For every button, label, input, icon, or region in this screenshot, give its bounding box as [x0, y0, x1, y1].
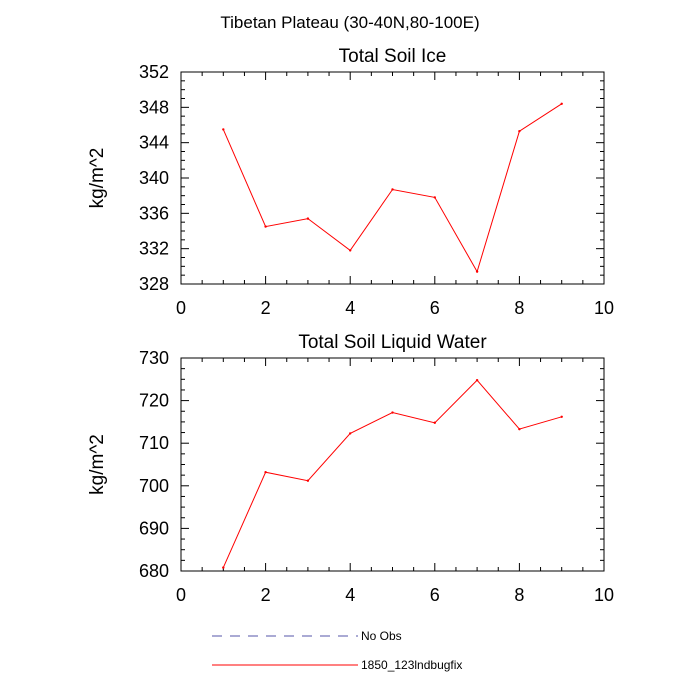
y-tick-label: 328	[139, 274, 169, 294]
x-tick-label: 10	[594, 298, 614, 318]
legend-label: 1850_123lndbugfix	[361, 658, 462, 672]
data-point	[222, 566, 225, 569]
y-tick-label: 336	[139, 203, 169, 223]
chart-panel-1: Total Soil Ice 0 2 4 6 8 10 328 332 336 340 344 348 3…	[87, 46, 614, 318]
data-point	[306, 479, 310, 482]
x-tick-label: 6	[430, 298, 440, 318]
x-tick-label: 4	[345, 298, 355, 318]
chart-panel-2: Total Soil Liquid Water 0 2 4 6 8 10 680 690 700 7…	[87, 332, 614, 605]
data-point	[391, 411, 394, 414]
x-tick-label: 10	[594, 585, 614, 605]
y-tick-label: 340	[139, 168, 169, 188]
panel-title: Total Soil Liquid Water	[298, 332, 487, 353]
data-point	[433, 421, 436, 424]
x-tick-label: 0	[176, 585, 186, 605]
chart-legend: No Obs 1850_123lndbugfix	[212, 629, 462, 672]
series-line	[222, 379, 562, 568]
y-tick-label: 720	[139, 391, 169, 411]
y-tick-label: 730	[139, 348, 169, 368]
y-tick-label: 344	[139, 133, 169, 153]
y-tick-label: 710	[139, 433, 169, 453]
data-point	[518, 129, 521, 133]
y-tick-label: 332	[139, 239, 169, 259]
data-point	[433, 196, 436, 199]
y-axis-label: kg/m^2	[87, 434, 108, 495]
data-point	[475, 378, 479, 382]
x-tick-label: 2	[261, 585, 271, 605]
y-tick-label: 700	[139, 476, 169, 496]
legend-label: No Obs	[361, 629, 402, 643]
x-tick-label: 8	[514, 298, 524, 318]
data-point	[349, 432, 352, 435]
panel-title: Total Soil Ice	[339, 46, 447, 67]
x-tick-label: 2	[261, 298, 271, 318]
data-point	[560, 102, 563, 106]
series-line	[222, 103, 562, 273]
x-tick-label: 0	[176, 298, 186, 318]
x-tick-label: 6	[430, 585, 440, 605]
data-point	[560, 415, 563, 418]
data-point	[349, 249, 352, 252]
data-point	[391, 188, 394, 191]
y-tick-label: 348	[139, 97, 169, 117]
y-tick-label: 352	[139, 62, 169, 82]
x-tick-label: 8	[514, 585, 524, 605]
data-point	[518, 427, 521, 431]
data-point	[264, 225, 267, 228]
chart-panels: Total Soil Ice 0 2 4 6 8 10 328 332 336 340 344 348 3…	[87, 46, 614, 605]
data-point	[475, 270, 479, 273]
x-tick-label: 4	[345, 585, 355, 605]
data-point	[264, 470, 267, 474]
y-tick-label: 680	[139, 561, 169, 581]
y-axis-label: kg/m^2	[87, 148, 108, 209]
figure-title: Tibetan Plateau (30-40N,80-100E)	[220, 13, 479, 32]
data-point	[306, 217, 310, 220]
y-tick-label: 690	[139, 518, 169, 538]
data-point	[222, 128, 225, 131]
plot-frame	[180, 357, 605, 572]
